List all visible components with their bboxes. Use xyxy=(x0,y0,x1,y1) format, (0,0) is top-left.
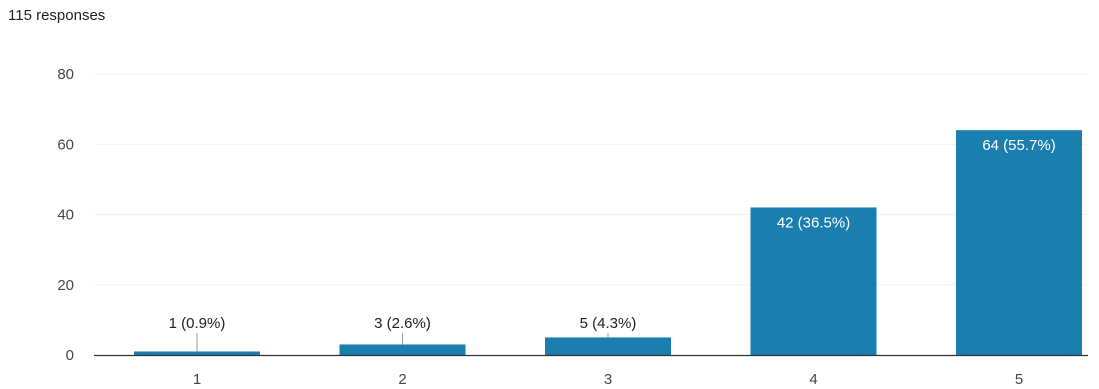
data-label: 1 (0.9%) xyxy=(169,315,226,332)
x-tick-label: 5 xyxy=(1015,371,1023,388)
x-tick-label: 1 xyxy=(193,371,201,388)
data-label: 5 (4.3%) xyxy=(580,315,637,332)
x-tick-label: 2 xyxy=(398,371,406,388)
bar-2 xyxy=(339,344,466,355)
data-label: 42 (36.5%) xyxy=(777,214,850,231)
data-label: 64 (55.7%) xyxy=(982,137,1055,154)
bar-4 xyxy=(750,207,877,355)
bar-5 xyxy=(956,130,1082,355)
y-tick-label: 40 xyxy=(57,207,74,224)
y-tick-label: 0 xyxy=(66,347,74,364)
x-tick-label: 4 xyxy=(809,371,817,388)
y-tick-label: 60 xyxy=(57,136,74,153)
x-tick-label: 3 xyxy=(604,371,612,388)
y-tick-label: 80 xyxy=(57,66,74,83)
y-tick-label: 20 xyxy=(57,277,74,294)
bar-1 xyxy=(134,351,260,355)
bar-3 xyxy=(545,337,671,355)
data-label: 3 (2.6%) xyxy=(374,315,431,332)
response-count: 115 responses xyxy=(8,7,106,24)
